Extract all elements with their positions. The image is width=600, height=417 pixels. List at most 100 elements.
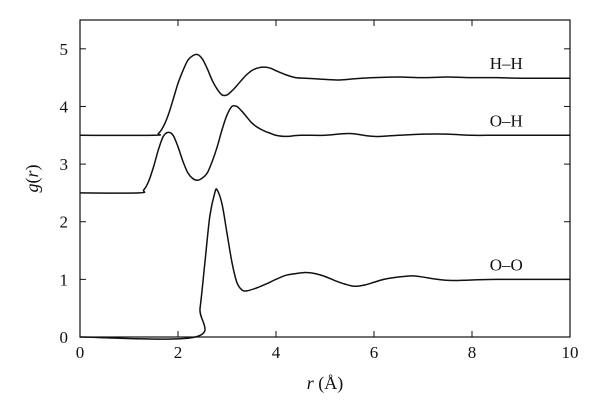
series-point [383,278,385,280]
series-point [197,53,199,56]
series-point [182,70,184,72]
series-point [201,177,204,179]
y-tick-label: 4 [60,97,69,116]
series-point [231,261,233,263]
series-point [422,77,424,79]
series-point [231,105,233,108]
series-point [206,172,208,174]
series-point [304,271,306,274]
series-point [143,189,145,191]
series-point [201,58,204,60]
series-point [148,180,150,182]
series-point [422,133,424,135]
series-point [226,232,228,234]
x-tick-label: 8 [468,343,477,362]
series-point [285,274,287,276]
series-point [192,177,194,180]
series-point [162,135,164,138]
series-point [255,67,257,70]
series-point [216,88,218,90]
series-point [348,132,351,135]
series-point [157,149,159,151]
series-point [211,160,213,162]
x-tick-label: 4 [272,343,281,362]
series-point [197,179,199,181]
series-label: O–H [490,111,523,130]
series-point [204,261,206,263]
series-point [265,283,267,285]
series-point [162,126,164,128]
series-point [324,78,326,80]
series-point [236,281,238,283]
series-point [373,135,375,138]
series-point [187,59,189,61]
series-point [236,85,238,87]
series-point [397,134,400,136]
series-point [177,146,179,148]
series-label: H–H [490,54,523,73]
series-point [265,66,267,68]
y-tick-label: 1 [60,270,69,289]
series-point [260,128,262,131]
series-point [226,114,228,116]
series-point [324,134,326,136]
x-tick-label: 6 [370,343,379,362]
series-point [446,133,449,135]
series-point [216,189,218,191]
x-axis: 0 2 4 6 8 10 [76,20,579,362]
series-point [260,66,262,68]
y-tick-label: 5 [60,40,69,59]
series-point [324,275,326,278]
series-point [246,116,248,118]
series-point [167,131,169,133]
series-labels: H–H O–H O–O [490,54,523,274]
series-point [304,77,306,79]
series-point [167,114,169,116]
series-point [177,82,179,84]
series-point [422,276,424,278]
series-point [157,132,159,135]
series-point [495,77,498,79]
series-point [471,134,473,136]
series-point [216,146,218,148]
series-point [214,192,216,194]
series-point [275,134,277,136]
series-label: O–O [490,255,523,274]
series-point [344,283,346,285]
series-point [339,79,341,81]
series-point [363,284,365,286]
series-point [397,76,400,78]
series-point [520,77,522,79]
series-point [211,79,213,82]
series-point [231,90,233,92]
series-point [199,307,201,309]
series-point [275,70,277,72]
y-axis-title: g(r) [22,164,43,192]
series-point [246,290,248,292]
series-point [520,278,522,280]
series-point [250,121,253,124]
series-point [255,126,257,128]
series-point [138,192,140,194]
series-point [353,285,355,287]
series-point [187,172,189,174]
series-point [275,278,277,280]
series-point [334,279,336,282]
series-point [295,273,297,275]
series-point [221,203,223,206]
plot-area [79,53,571,340]
series-point [241,79,243,81]
series-point [209,215,211,217]
series-point [412,275,414,277]
series-point [314,78,316,80]
x-tick-label: 2 [174,343,183,362]
series-point [353,78,355,80]
y-axis: 0 1 2 3 4 5 [60,40,570,347]
series-point [172,134,174,136]
series-point [295,77,297,79]
series-point [314,273,316,275]
series-point [471,77,473,79]
series-point [206,68,208,70]
series-point [152,166,155,168]
